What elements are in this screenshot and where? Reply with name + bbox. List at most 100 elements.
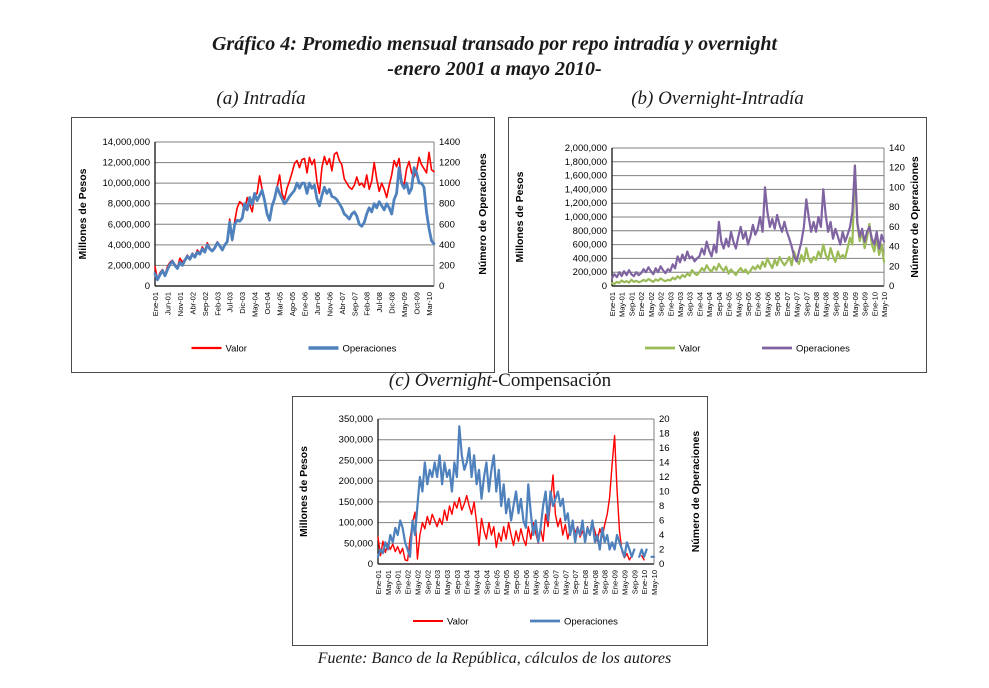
svg-text:May-02: May-02 — [647, 292, 656, 317]
svg-text:120: 120 — [889, 163, 905, 174]
svg-text:400: 400 — [439, 240, 455, 251]
svg-text:Ene-04: Ene-04 — [695, 292, 704, 316]
ylabel-left: Millones de Pesos — [298, 446, 310, 537]
svg-text:Mar-10: Mar-10 — [425, 292, 434, 316]
svg-text:0: 0 — [602, 281, 607, 292]
svg-text:150,000: 150,000 — [339, 497, 373, 508]
y-axis-labels-right: 0 200 400 600 800 1000 1200 1400 — [439, 137, 460, 292]
svg-text:12,000,000: 12,000,000 — [102, 158, 150, 169]
svg-text:May-01: May-01 — [618, 292, 627, 317]
svg-text:10,000,000: 10,000,000 — [102, 178, 150, 189]
svg-text:Ene-04: Ene-04 — [463, 570, 472, 594]
svg-text:0: 0 — [145, 281, 150, 292]
svg-text:1400: 1400 — [439, 137, 460, 148]
svg-text:40: 40 — [889, 242, 900, 253]
svg-text:Ene-06: Ene-06 — [522, 570, 531, 594]
svg-text:80: 80 — [889, 202, 900, 213]
svg-text:800,000: 800,000 — [573, 226, 607, 237]
panel-a-caption-italic: (a) Intradía — [216, 88, 306, 109]
svg-text:Ene-08: Ene-08 — [812, 292, 821, 316]
panel-a-caption: (a) Intradía — [71, 88, 451, 110]
svg-text:Sep-07: Sep-07 — [571, 570, 580, 594]
svg-text:Sep-03: Sep-03 — [686, 292, 695, 316]
y-axis-labels-left: 0 200,000 400,000 600,000 800,000 1,000,000 1,… — [565, 143, 607, 292]
figure-title: Gráfico 4: Promedio mensual transado por… — [0, 32, 989, 82]
svg-text:Dic-03: Dic-03 — [238, 292, 247, 314]
svg-text:Valor: Valor — [447, 617, 468, 628]
svg-text:May-06: May-06 — [763, 292, 772, 317]
svg-text:Sep-08: Sep-08 — [831, 292, 840, 316]
ylabel-right: Número de Operaciones — [477, 153, 489, 275]
svg-text:Ene-06: Ene-06 — [300, 292, 309, 316]
panel-c-caption-roman: Compensación — [498, 370, 612, 391]
chart-panel-overnight-compensacion: 0 50,000 100,000 150,000 200,000 250,000 300,0… — [292, 396, 708, 646]
y-axis-labels-left: 0 2,000,000 4,000,000 6,000,000 8,000,000 10,… — [102, 137, 150, 292]
svg-text:14: 14 — [659, 458, 670, 469]
svg-text:Dic-08: Dic-08 — [388, 292, 397, 314]
svg-text:Ene-03: Ene-03 — [433, 570, 442, 594]
svg-text:Jul-03: Jul-03 — [226, 292, 235, 312]
svg-text:Feb-08: Feb-08 — [363, 292, 372, 316]
svg-text:Valor: Valor — [679, 344, 700, 355]
svg-text:Ene-09: Ene-09 — [841, 292, 850, 316]
svg-text:6,000,000: 6,000,000 — [108, 219, 150, 230]
svg-text:Operaciones: Operaciones — [796, 344, 850, 355]
svg-text:8: 8 — [659, 501, 664, 512]
svg-text:18: 18 — [659, 429, 670, 440]
svg-text:600,000: 600,000 — [573, 240, 607, 251]
svg-text:12: 12 — [659, 472, 670, 483]
svg-text:Ene-02: Ene-02 — [404, 570, 413, 594]
svg-text:May-04: May-04 — [473, 570, 482, 595]
svg-text:Ene-10: Ene-10 — [640, 570, 649, 594]
svg-text:Jul-08: Jul-08 — [375, 292, 384, 312]
svg-text:Jun-06: Jun-06 — [313, 292, 322, 315]
chart-panel-intradia: 0 2,000,000 4,000,000 6,000,000 8,000,000 10,… — [71, 117, 495, 373]
svg-text:1,400,000: 1,400,000 — [565, 184, 607, 195]
svg-text:Sep-06: Sep-06 — [773, 292, 782, 316]
svg-text:200: 200 — [439, 260, 455, 271]
svg-text:Sep-02: Sep-02 — [423, 570, 432, 594]
y-axis-labels-left: 0 50,000 100,000 150,000 200,000 250,000 300,0… — [339, 414, 373, 570]
x-axis-labels: Ene-01 Jun-01 Nov-01 Abr-02 Sep-02 Feb-03 Jul-… — [151, 292, 434, 317]
svg-text:200,000: 200,000 — [339, 476, 373, 487]
svg-text:Ene-07: Ene-07 — [783, 292, 792, 316]
legend: Valor Operaciones — [191, 344, 397, 355]
svg-text:400,000: 400,000 — [573, 253, 607, 264]
svg-text:Ago-05: Ago-05 — [288, 292, 297, 316]
svg-text:May-07: May-07 — [793, 292, 802, 317]
svg-text:10: 10 — [659, 487, 670, 498]
svg-text:200,000: 200,000 — [573, 267, 607, 278]
svg-text:Ene-03: Ene-03 — [666, 292, 675, 316]
svg-text:1,200,000: 1,200,000 — [565, 198, 607, 209]
svg-text:8,000,000: 8,000,000 — [108, 199, 150, 210]
svg-text:May-02: May-02 — [413, 570, 422, 595]
svg-text:Sep-07: Sep-07 — [802, 292, 811, 316]
svg-text:May-01: May-01 — [384, 570, 393, 595]
panel-c-caption-italic: (c) Overnight- — [388, 370, 499, 391]
svg-text:Abr-07: Abr-07 — [338, 292, 347, 315]
svg-text:6: 6 — [659, 516, 664, 527]
svg-text:Feb-03: Feb-03 — [213, 292, 222, 316]
svg-text:100,000: 100,000 — [339, 518, 373, 529]
svg-text:May-08: May-08 — [591, 570, 600, 595]
svg-text:0: 0 — [659, 559, 664, 570]
svg-text:May-04: May-04 — [251, 292, 260, 317]
svg-text:1,800,000: 1,800,000 — [565, 157, 607, 168]
gridlines — [155, 141, 434, 287]
svg-text:Ene-05: Ene-05 — [492, 570, 501, 594]
valor-line — [154, 151, 435, 281]
svg-text:Sep-05: Sep-05 — [744, 292, 753, 316]
svg-text:Jun-01: Jun-01 — [163, 292, 172, 315]
ylabel-right: Número de Operaciones — [690, 431, 702, 553]
figure-title-line1: Gráfico 4: Promedio mensual transado por… — [211, 33, 778, 55]
svg-text:1,600,000: 1,600,000 — [565, 171, 607, 182]
svg-text:Abr-02: Abr-02 — [188, 292, 197, 315]
svg-text:May-09: May-09 — [851, 292, 860, 317]
y-axis-labels-right: 0 2 4 6 8 10 12 14 16 18 20 — [659, 414, 670, 570]
svg-text:Sep-02: Sep-02 — [201, 292, 210, 316]
panel-b-caption: (b) Overnight-Intradía — [508, 88, 927, 110]
source-note: Fuente: Banco de la República, cálculos … — [317, 650, 672, 667]
x-axis-labels: Ene-01 May-01 Sep-01 Ene-02 May-02 Sep-02 Ene-… — [608, 292, 889, 317]
svg-text:Ene-01: Ene-01 — [151, 292, 160, 316]
